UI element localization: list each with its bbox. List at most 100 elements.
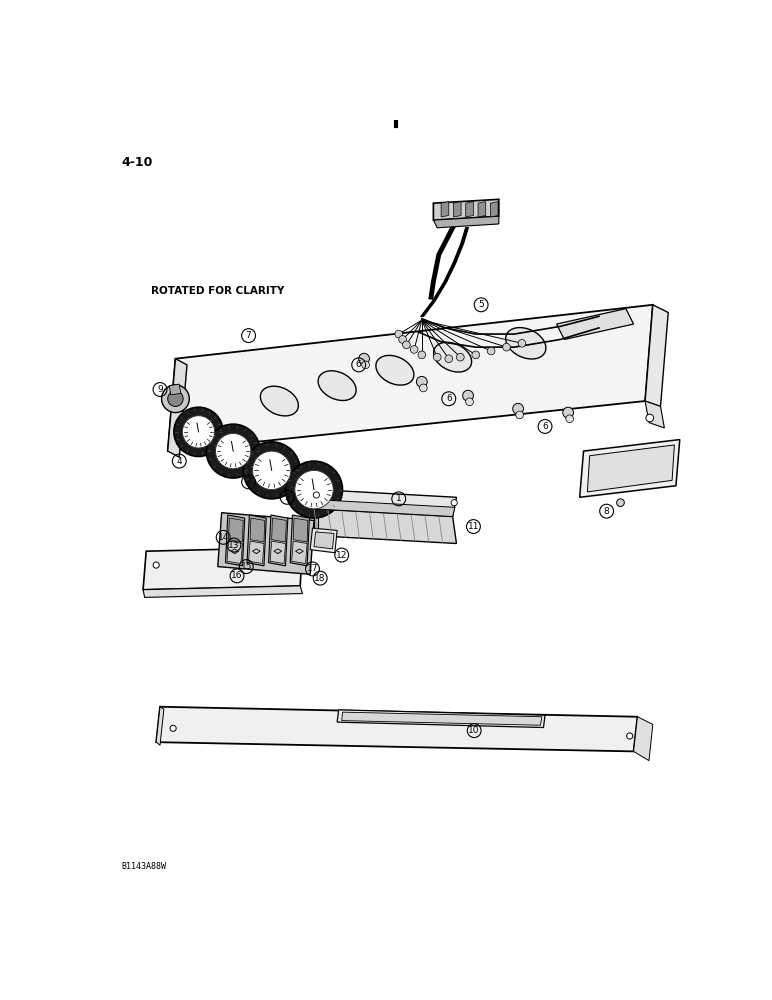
Polygon shape (645, 305, 669, 406)
Text: 6: 6 (446, 394, 452, 403)
Text: 6: 6 (356, 360, 361, 369)
Circle shape (451, 500, 457, 506)
Circle shape (513, 403, 523, 414)
Polygon shape (557, 309, 634, 339)
Circle shape (215, 433, 251, 469)
Circle shape (518, 339, 526, 347)
Ellipse shape (260, 386, 299, 416)
Circle shape (295, 470, 334, 509)
Polygon shape (314, 509, 318, 536)
Circle shape (174, 407, 223, 456)
Circle shape (410, 346, 418, 353)
Text: 18: 18 (314, 574, 326, 583)
Text: 4: 4 (177, 457, 182, 466)
Text: 9: 9 (157, 385, 163, 394)
Polygon shape (433, 199, 499, 220)
Circle shape (487, 347, 495, 355)
Ellipse shape (434, 342, 472, 372)
Polygon shape (229, 518, 243, 542)
Circle shape (395, 330, 402, 338)
Circle shape (182, 416, 215, 448)
Polygon shape (156, 707, 164, 745)
Ellipse shape (506, 328, 546, 359)
Circle shape (168, 391, 183, 406)
Circle shape (503, 343, 510, 351)
Text: 15: 15 (241, 562, 252, 571)
Circle shape (433, 353, 441, 361)
Polygon shape (272, 518, 286, 542)
Ellipse shape (376, 355, 414, 385)
Polygon shape (466, 202, 473, 217)
Circle shape (472, 351, 479, 359)
Text: 16: 16 (232, 571, 242, 580)
Polygon shape (310, 528, 337, 553)
Circle shape (288, 557, 294, 564)
Circle shape (418, 351, 425, 359)
Text: 7: 7 (245, 331, 252, 340)
Text: 2: 2 (245, 477, 252, 486)
Circle shape (416, 376, 427, 387)
Polygon shape (168, 305, 653, 451)
Circle shape (445, 355, 452, 363)
Text: 8: 8 (604, 507, 610, 516)
Text: 12: 12 (336, 551, 347, 560)
Polygon shape (441, 202, 449, 217)
Circle shape (252, 451, 291, 490)
Polygon shape (645, 401, 665, 428)
Text: 10: 10 (469, 726, 480, 735)
Circle shape (243, 442, 300, 499)
Polygon shape (227, 541, 242, 564)
Polygon shape (293, 518, 308, 542)
Polygon shape (453, 202, 461, 217)
Polygon shape (337, 710, 545, 728)
Polygon shape (270, 541, 286, 564)
Text: 1: 1 (396, 494, 401, 503)
Text: 3: 3 (284, 493, 290, 502)
Text: 17: 17 (306, 564, 318, 573)
Polygon shape (225, 515, 245, 566)
Text: B1143A88W: B1143A88W (121, 862, 167, 871)
Polygon shape (314, 509, 456, 544)
Circle shape (646, 414, 654, 422)
Polygon shape (314, 490, 456, 517)
Circle shape (153, 562, 159, 568)
Text: ROTATED FOR CLARITY: ROTATED FOR CLARITY (151, 286, 284, 296)
Text: 13: 13 (229, 541, 239, 550)
Polygon shape (156, 707, 638, 751)
Polygon shape (433, 216, 499, 228)
Polygon shape (290, 515, 310, 566)
Text: 5: 5 (478, 300, 484, 309)
Text: 4-10: 4-10 (121, 156, 153, 169)
Polygon shape (250, 518, 265, 542)
Polygon shape (634, 717, 653, 761)
Polygon shape (580, 440, 680, 497)
Ellipse shape (318, 371, 356, 401)
Circle shape (359, 353, 370, 364)
Circle shape (456, 353, 464, 361)
Circle shape (466, 398, 473, 406)
Circle shape (627, 733, 633, 739)
Circle shape (161, 385, 189, 413)
Polygon shape (249, 541, 264, 564)
Polygon shape (218, 513, 314, 574)
Circle shape (313, 492, 320, 498)
Circle shape (398, 336, 406, 343)
Circle shape (286, 461, 343, 518)
Polygon shape (143, 586, 303, 597)
Circle shape (402, 341, 410, 349)
Circle shape (462, 390, 473, 401)
Polygon shape (587, 445, 675, 492)
Circle shape (206, 424, 260, 478)
Polygon shape (314, 500, 455, 517)
Text: 6: 6 (542, 422, 548, 431)
Polygon shape (490, 202, 498, 217)
Polygon shape (292, 541, 307, 564)
Polygon shape (478, 202, 486, 217)
Text: 14: 14 (218, 533, 229, 542)
Polygon shape (342, 712, 542, 725)
Circle shape (563, 407, 574, 418)
Polygon shape (314, 532, 334, 549)
Circle shape (362, 361, 370, 369)
Polygon shape (169, 384, 181, 395)
Circle shape (617, 499, 625, 507)
